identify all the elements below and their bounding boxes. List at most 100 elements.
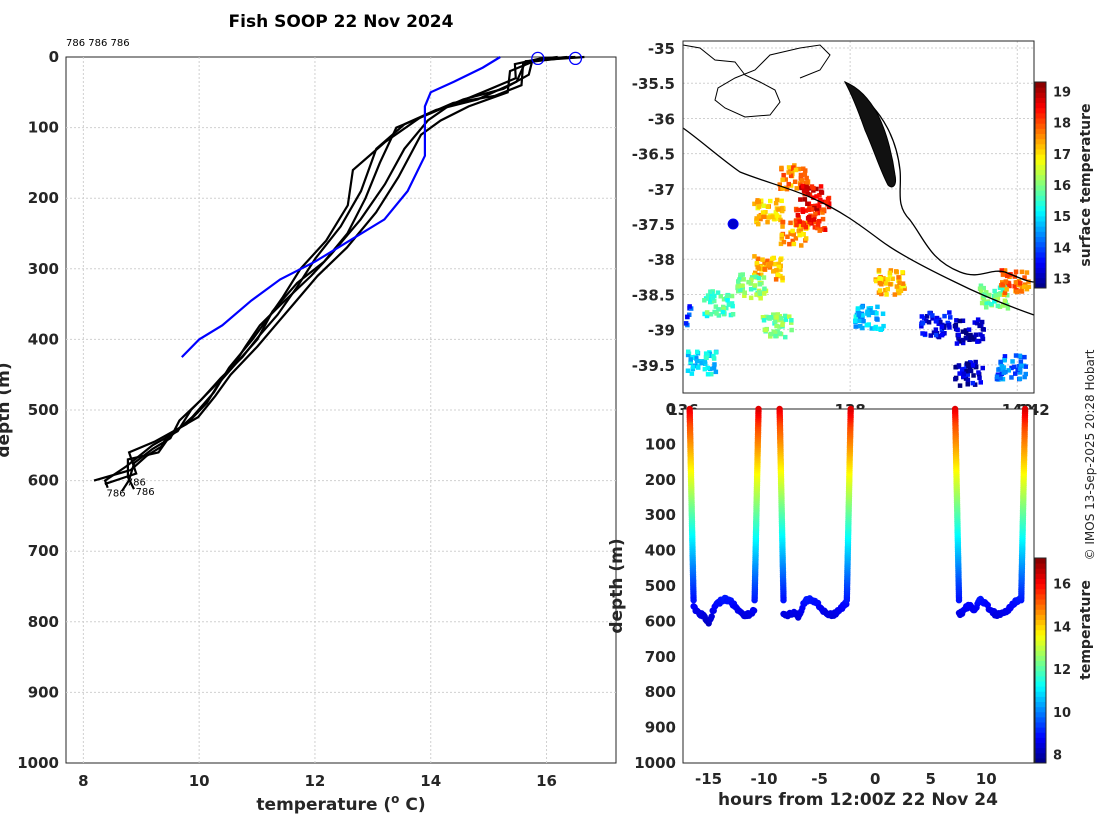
lat-tick-label: -38.5	[632, 286, 675, 304]
profile-line	[103, 55, 576, 489]
y-tick-label: 600	[28, 472, 59, 490]
sst-colorbar-tick: 17	[1053, 148, 1071, 163]
time-y-tick-label: 1000	[634, 754, 676, 772]
profile-id-label: 786	[135, 487, 154, 498]
sst-patch	[702, 289, 736, 319]
temp-colorbar-label: temperature	[1078, 580, 1094, 680]
time-y-tick-label: 0	[666, 400, 676, 418]
lat-tick-label: -37	[648, 181, 675, 199]
sst-colorbar-tick: 19	[1053, 85, 1071, 100]
time-x-tick-label: -5	[811, 770, 828, 788]
sst-patch	[853, 303, 886, 332]
x-tick-label: 8	[78, 772, 88, 790]
sst-patch	[953, 359, 985, 388]
depth-time-plot: -15 -10 -5 0 5 100100200300400500600700800900…	[607, 400, 1094, 810]
credit-text: © IMOS 13-Sep-2025 20:28 Hobart	[1083, 349, 1097, 560]
climatology-line	[181, 56, 501, 358]
sst-patch	[752, 197, 786, 227]
lat-tick-label: -37.5	[632, 216, 675, 234]
sst-colorbar	[1034, 81, 1047, 289]
profile-id-label: 786	[127, 478, 146, 489]
lat-tick-label: -39.5	[632, 357, 675, 375]
sst-patch	[994, 353, 1028, 382]
sst-colorbar-label: surface temperature	[1078, 103, 1094, 266]
lat-tick-label: -35	[648, 40, 675, 58]
time-y-axis-label: depth (m)	[607, 538, 627, 633]
surface-marker	[568, 51, 583, 66]
temp-colorbar-tick: 8	[1053, 748, 1062, 763]
lat-tick-label: -36.5	[632, 146, 675, 164]
surface-marker	[531, 51, 545, 66]
x-tick-label: 12	[305, 772, 326, 790]
time-x-axis-label: hours from 12:00Z 22 Nov 24	[718, 790, 998, 810]
time-y-tick-label: 200	[645, 471, 676, 489]
sst-patch	[752, 254, 785, 283]
temp-colorbar-tick: 14	[1053, 620, 1071, 635]
time-x-tick-label: -10	[751, 770, 778, 788]
sst-patch	[683, 304, 694, 328]
sst-patch	[873, 268, 907, 297]
time-x-tick-label: 5	[925, 770, 935, 788]
time-y-tick-label: 600	[645, 612, 676, 630]
profile-line	[120, 55, 585, 492]
sst-colorbar-tick: 18	[1053, 117, 1071, 132]
profile-x-axis-label: temperature (o C)	[256, 792, 425, 815]
y-tick-label: 800	[28, 613, 59, 631]
glider-cast	[951, 405, 1029, 619]
x-tick-label: 16	[536, 772, 557, 790]
glider-cast	[686, 405, 762, 627]
lat-tick-label: -36	[648, 110, 675, 128]
sst-patch	[760, 312, 794, 340]
ship-position-marker	[727, 218, 739, 230]
y-tick-label: 700	[28, 542, 59, 560]
profile-plot-title: Fish SOOP 22 Nov 2024	[229, 12, 454, 32]
y-tick-label: 300	[28, 260, 59, 278]
time-x-tick-label: -15	[695, 770, 722, 788]
y-tick-label: 100	[28, 119, 59, 137]
x-tick-label: 10	[189, 772, 210, 790]
y-tick-label: 400	[28, 330, 59, 348]
glider-cast	[776, 405, 854, 621]
temp-colorbar	[1034, 557, 1047, 764]
profile-plot-area	[65, 56, 617, 764]
sst-map-frame	[682, 40, 1035, 394]
profile-y-axis-label: depth (m)	[0, 362, 14, 457]
island-peninsula	[843, 81, 896, 188]
y-tick-label: 500	[28, 401, 59, 419]
time-x-tick-label: 10	[976, 770, 997, 788]
coastline-north	[682, 44, 831, 118]
temp-colorbar-tick: 10	[1053, 706, 1071, 721]
lat-tick-label: -35.5	[632, 75, 675, 93]
time-y-tick-label: 700	[645, 648, 676, 666]
coastline-mainland	[682, 127, 1035, 316]
time-y-tick-label: 900	[645, 719, 676, 737]
time-y-tick-label: 100	[645, 435, 676, 453]
temp-colorbar-tick: 16	[1053, 578, 1071, 593]
time-y-tick-label: 500	[645, 577, 676, 595]
sst-colorbar-tick: 16	[1053, 179, 1071, 194]
x-tick-label: 14	[420, 772, 441, 790]
top-annotation: 786 786 786	[66, 38, 130, 49]
time-y-tick-label: 400	[645, 542, 676, 560]
profile-id-label: 786	[107, 488, 126, 499]
y-tick-label: 0	[49, 48, 59, 66]
sst-patch	[735, 272, 769, 301]
lat-tick-label: -38	[648, 251, 675, 269]
sst-colorbar-tick: 14	[1053, 241, 1071, 256]
time-y-tick-label: 300	[645, 506, 676, 524]
sst-colorbar-tick: 13	[1053, 273, 1071, 288]
time-x-tick-label: 0	[870, 770, 880, 788]
y-tick-label: 1000	[17, 754, 59, 772]
sst-patch	[793, 206, 828, 233]
temp-colorbar-tick: 12	[1053, 663, 1071, 678]
sst-patch	[685, 349, 719, 377]
coastline-gulf	[844, 81, 1035, 283]
sst-patch	[919, 310, 953, 340]
sst-patch	[952, 317, 986, 346]
y-tick-label: 200	[28, 189, 59, 207]
time-y-tick-label: 800	[645, 683, 676, 701]
depth-time-area	[682, 408, 1035, 764]
y-tick-label: 900	[28, 683, 59, 701]
